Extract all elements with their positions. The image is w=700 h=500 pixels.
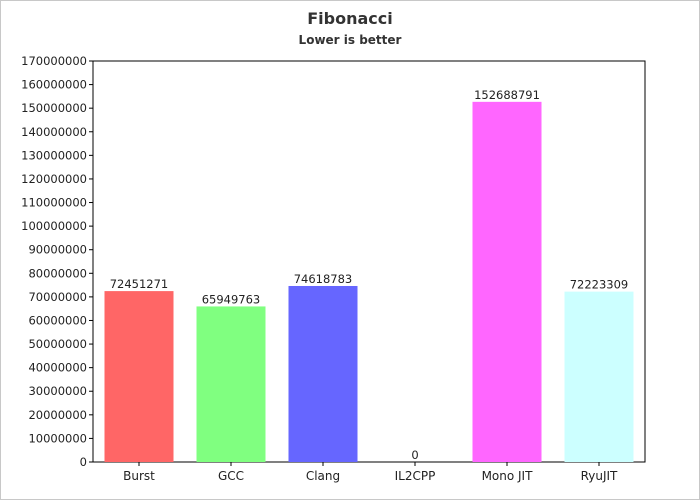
bar-burst [104, 291, 174, 462]
y-tick-label: 100000000 [21, 219, 87, 233]
x-category-label: Burst [123, 469, 155, 483]
data-label: 0 [411, 448, 418, 462]
y-tick-label: 130000000 [21, 148, 87, 162]
bar-gcc [196, 306, 266, 462]
x-category-label: RyuJIT [581, 469, 618, 483]
data-label: 72223309 [570, 278, 629, 292]
data-label: 74618783 [294, 272, 353, 286]
y-tick-label: 80000000 [28, 266, 87, 280]
y-tick-label: 140000000 [21, 125, 87, 139]
y-tick-label: 50000000 [28, 337, 87, 351]
x-category-label: Clang [306, 469, 340, 483]
y-tick-label: 30000000 [28, 384, 87, 398]
data-label: 152688791 [474, 88, 540, 102]
y-tick-label: 160000000 [21, 78, 87, 92]
x-category-label: GCC [218, 469, 244, 483]
y-tick-label: 40000000 [28, 361, 87, 375]
chart-title: Fibonacci [307, 9, 393, 28]
y-tick-label: 90000000 [28, 243, 87, 257]
data-label: 72451271 [110, 277, 169, 291]
plot-area-border [92, 60, 646, 463]
y-tick-label: 120000000 [21, 172, 87, 186]
y-tick-label: 60000000 [28, 313, 87, 327]
y-tick-label: 170000000 [21, 54, 87, 68]
chart-subtitle: Lower is better [298, 33, 402, 47]
bar-ryujit [564, 291, 634, 462]
bar-clang [288, 285, 358, 462]
data-label: 65949763 [202, 292, 261, 306]
y-tick-label: 0 [80, 455, 87, 469]
y-tick-label: 150000000 [21, 101, 87, 115]
x-category-label: Mono JIT [482, 469, 534, 483]
y-tick-label: 20000000 [28, 408, 87, 422]
bar-mono-jit [472, 101, 542, 463]
x-category-label: IL2CPP [395, 469, 436, 483]
y-tick-label: 70000000 [28, 290, 87, 304]
y-tick-label: 10000000 [28, 431, 87, 445]
y-tick-label: 110000000 [21, 196, 87, 210]
